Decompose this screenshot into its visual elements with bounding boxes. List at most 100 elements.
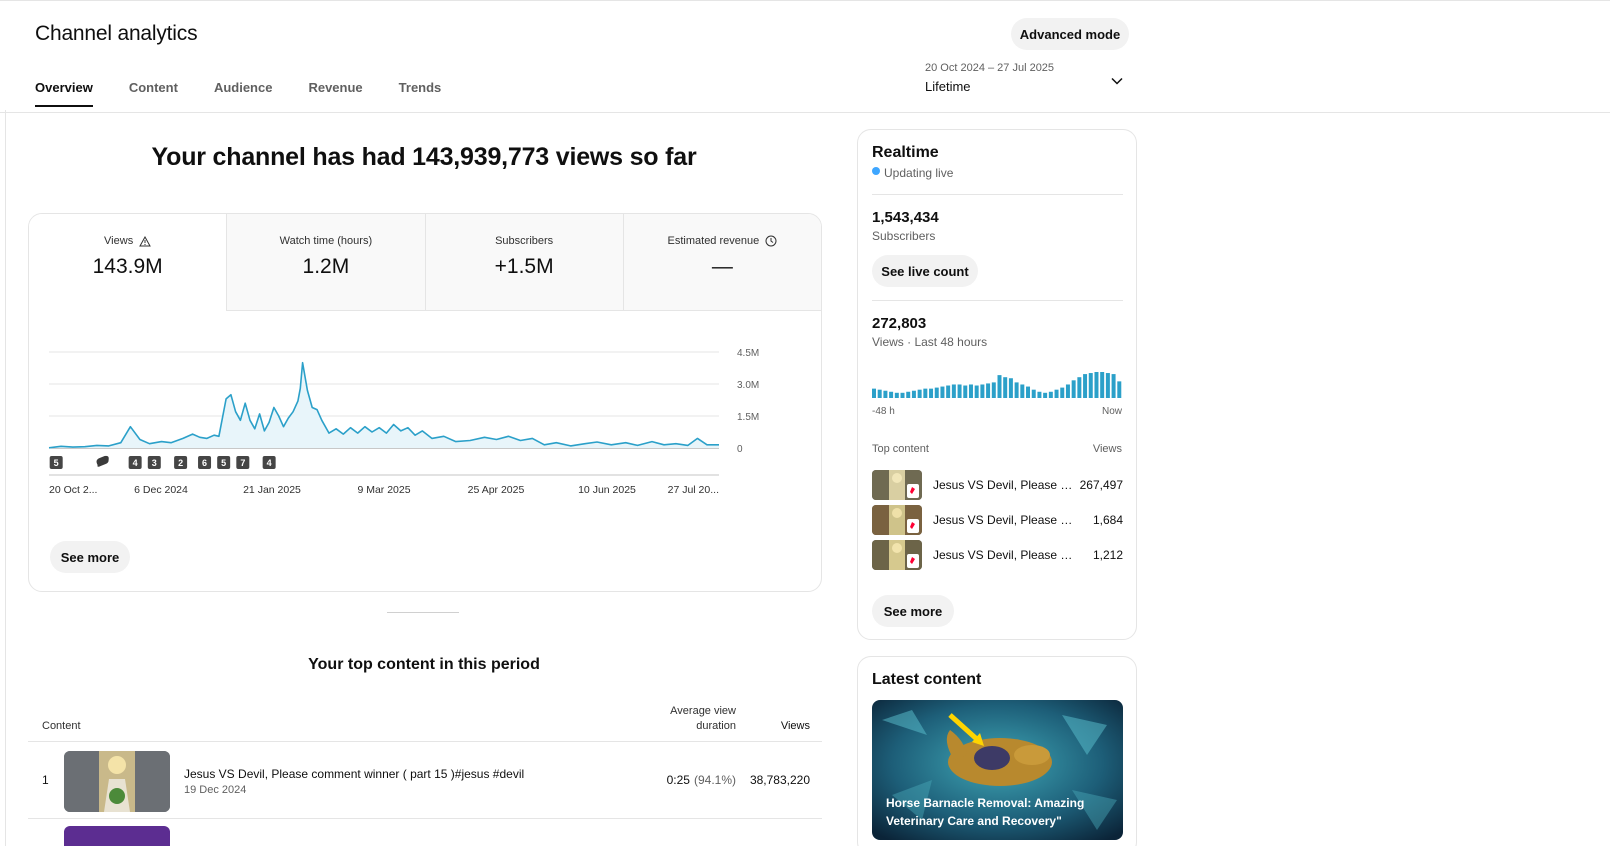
upload-marker-label: 3 — [152, 458, 157, 468]
x-tick-label: 25 Apr 2025 — [468, 484, 525, 496]
section-divider — [387, 612, 459, 613]
latest-content-thumbnail[interactable]: Horse Barnacle Removal: Amazing Veterina… — [872, 700, 1123, 840]
realtime-see-more-button[interactable]: See more — [872, 595, 954, 627]
video-thumbnail — [64, 751, 170, 812]
tab-trends[interactable]: Trends — [398, 80, 442, 95]
upload-marker-label: 5 — [221, 458, 226, 468]
realtime-bar — [1054, 389, 1059, 398]
realtime-title: Realtime — [872, 144, 939, 161]
upload-marker-label: 7 — [240, 458, 245, 468]
realtime-bar — [883, 390, 888, 398]
upload-marker — [236, 456, 250, 469]
realtime-views-label: Views · Last 48 hours — [872, 335, 988, 349]
tab-revenue[interactable]: Revenue — [308, 80, 363, 95]
realtime-bar — [1031, 389, 1036, 398]
top-content-title: Your top content in this period — [308, 656, 540, 673]
metric-watch-time[interactable]: Watch time (hours) 1.2M — [227, 214, 426, 311]
tab-overview[interactable]: Overview — [35, 80, 93, 107]
realtime-bar — [1111, 374, 1116, 398]
realtime-bar — [872, 388, 876, 398]
realtime-bar — [974, 385, 979, 398]
y-tick-label: 4.5M — [737, 348, 759, 359]
date-range-dates: 20 Oct 2024 – 27 Jul 2025 — [925, 62, 1055, 74]
realtime-bar — [1117, 381, 1122, 398]
x-tick-label: 9 Mar 2025 — [357, 484, 410, 496]
upload-marker — [217, 456, 231, 469]
realtime-subscribers-value: 1,543,434 — [872, 209, 939, 226]
realtime-bar — [1043, 392, 1048, 398]
realtime-bar — [1088, 373, 1093, 398]
metric-watch-time-label: Watch time (hours) — [279, 235, 373, 247]
realtime-bar — [911, 390, 916, 398]
realtime-card: Realtime Updating live 1,543,434 Subscri… — [857, 129, 1137, 640]
tab-audience[interactable]: Audience — [213, 80, 273, 95]
metric-subscribers-value: +1.5M — [494, 255, 554, 278]
row-avg-percent: (94.1%) — [693, 773, 736, 787]
upload-marker-label: 5 — [54, 458, 59, 468]
realtime-content-item[interactable]: Jesus VS Devil, Please comment winner 26… — [872, 470, 1123, 500]
table-row[interactable]: 1 Jesus VS Devil, Please comment winner … — [28, 743, 822, 819]
page-title: Channel analytics — [35, 22, 198, 45]
column-average-view-duration[interactable]: Average view duration — [670, 705, 736, 732]
realtime-bar — [900, 392, 905, 398]
column-views[interactable]: Views — [780, 720, 810, 732]
metric-revenue[interactable]: Estimated revenue — — [623, 214, 821, 311]
realtime-bar — [957, 384, 962, 398]
realtime-views-value: 272,803 — [872, 315, 927, 332]
realtime-bar — [1003, 377, 1008, 398]
realtime-bar — [889, 391, 894, 398]
row-average-duration: 0:25 (94.1%) — [608, 773, 736, 787]
realtime-bar — [1105, 373, 1110, 398]
realtime-views-column-label: Views — [1092, 443, 1122, 455]
x-tick-label: 6 Dec 2024 — [134, 484, 188, 496]
realtime-axis-start: -48 h — [872, 406, 895, 417]
realtime-status-text: Updating live — [884, 166, 954, 180]
latest-video-image — [872, 700, 1123, 840]
tab-content[interactable]: Content — [128, 80, 178, 95]
see-live-count-button[interactable]: See live count — [872, 255, 978, 287]
realtime-bar — [906, 391, 911, 398]
realtime-bar — [1094, 372, 1099, 398]
realtime-views-bar-chart — [872, 372, 1122, 398]
realtime-item-views: 267,497 — [1079, 478, 1123, 492]
shorts-icon — [96, 455, 109, 467]
metric-views[interactable]: Views 143.9M — [29, 214, 228, 311]
upload-marker-label: 2 — [178, 458, 183, 468]
realtime-content-item[interactable]: Jesus VS Devil, Please comment winner 1,… — [872, 505, 1123, 535]
row-title[interactable]: Jesus VS Devil, Please comment winner ( … — [184, 767, 525, 781]
realtime-bar — [980, 384, 985, 398]
advanced-mode-button[interactable]: Advanced mode — [1011, 18, 1129, 50]
realtime-status: Updating live — [872, 166, 953, 180]
realtime-bar — [1008, 378, 1013, 398]
views-headline: Your channel has had 143,939,773 views s… — [151, 143, 697, 171]
realtime-bar — [877, 389, 882, 398]
column-content: Content — [42, 720, 81, 732]
upload-marker — [198, 456, 212, 469]
realtime-bar — [1020, 384, 1025, 398]
date-range-label: Lifetime — [925, 79, 971, 94]
metric-subscribers-label: Subscribers — [495, 235, 554, 247]
y-tick-label: 1.5M — [737, 412, 759, 423]
realtime-axis-end: Now — [1101, 406, 1122, 417]
chevron-down-icon[interactable] — [1109, 73, 1125, 89]
chart-area-fill — [49, 362, 719, 448]
metric-subscribers[interactable]: Subscribers +1.5M — [425, 214, 624, 311]
realtime-bar — [946, 385, 951, 398]
realtime-content-item[interactable]: Jesus VS Devil, Please comment winner 1,… — [872, 540, 1123, 570]
realtime-item-views: 1,684 — [1092, 513, 1123, 527]
see-more-button[interactable]: See more — [50, 541, 130, 573]
latest-content-caption: Horse Barnacle Removal: Amazing Veterina… — [886, 796, 1085, 828]
realtime-top-content-label: Top content — [872, 443, 929, 455]
metric-revenue-value: — — [711, 255, 733, 278]
metric-views-label: Views — [104, 235, 134, 247]
latest-content-card: Latest content Horse Barnacle Removal: A… — [857, 656, 1137, 846]
upload-marker-label: 4 — [267, 458, 272, 468]
metric-tabs: Views 143.9M Watch time (hours) 1.2M Sub… — [29, 214, 821, 311]
row-rank: 1 — [42, 773, 49, 787]
video-thumbnail — [64, 826, 170, 846]
live-dot-icon — [872, 167, 880, 175]
date-range-picker[interactable]: 20 Oct 2024 – 27 Jul 2025 Lifetime — [925, 62, 1054, 94]
tabs-divider — [0, 112, 1610, 113]
realtime-bar — [1065, 384, 1070, 398]
realtime-bar — [1014, 382, 1019, 398]
